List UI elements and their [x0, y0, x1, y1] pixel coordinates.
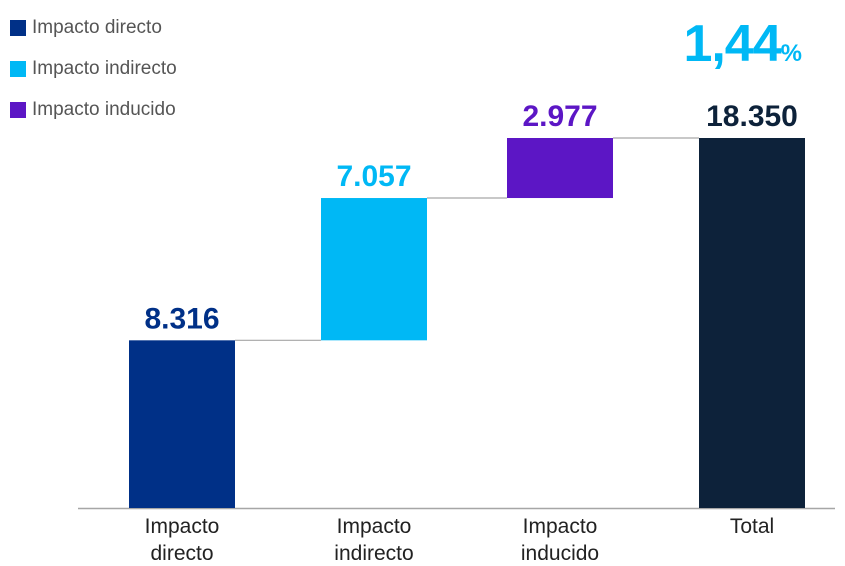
legend-swatch: [10, 102, 26, 118]
headline-suffix: %: [780, 40, 802, 67]
legend-swatch: [10, 61, 26, 77]
category-label: Impacto directo: [145, 515, 220, 565]
category-label: Impacto indirecto: [334, 515, 413, 565]
data-label: 18.350: [706, 100, 798, 133]
data-label: 2.977: [522, 100, 597, 133]
headline-percentage: 1,44%: [683, 14, 802, 74]
bar: [507, 138, 613, 199]
legend-swatch: [10, 20, 26, 36]
legend-item-induced: Impacto inducido: [10, 99, 177, 120]
legend: Impacto directo Impacto indirecto Impact…: [10, 17, 177, 141]
data-label: 7.057: [336, 160, 411, 193]
legend-label: Impacto inducido: [32, 99, 176, 120]
legend-label: Impacto directo: [32, 17, 162, 38]
bar: [129, 340, 235, 508]
headline-value: 1,44: [683, 15, 781, 73]
category-label: Impacto inducido: [521, 515, 599, 565]
legend-label: Impacto indirecto: [32, 58, 177, 79]
category-label: Total: [730, 515, 774, 538]
bar: [699, 138, 805, 508]
legend-item-indirect: Impacto indirecto: [10, 58, 177, 79]
data-label: 8.316: [144, 302, 219, 335]
bar: [321, 198, 427, 341]
legend-item-direct: Impacto directo: [10, 17, 177, 38]
